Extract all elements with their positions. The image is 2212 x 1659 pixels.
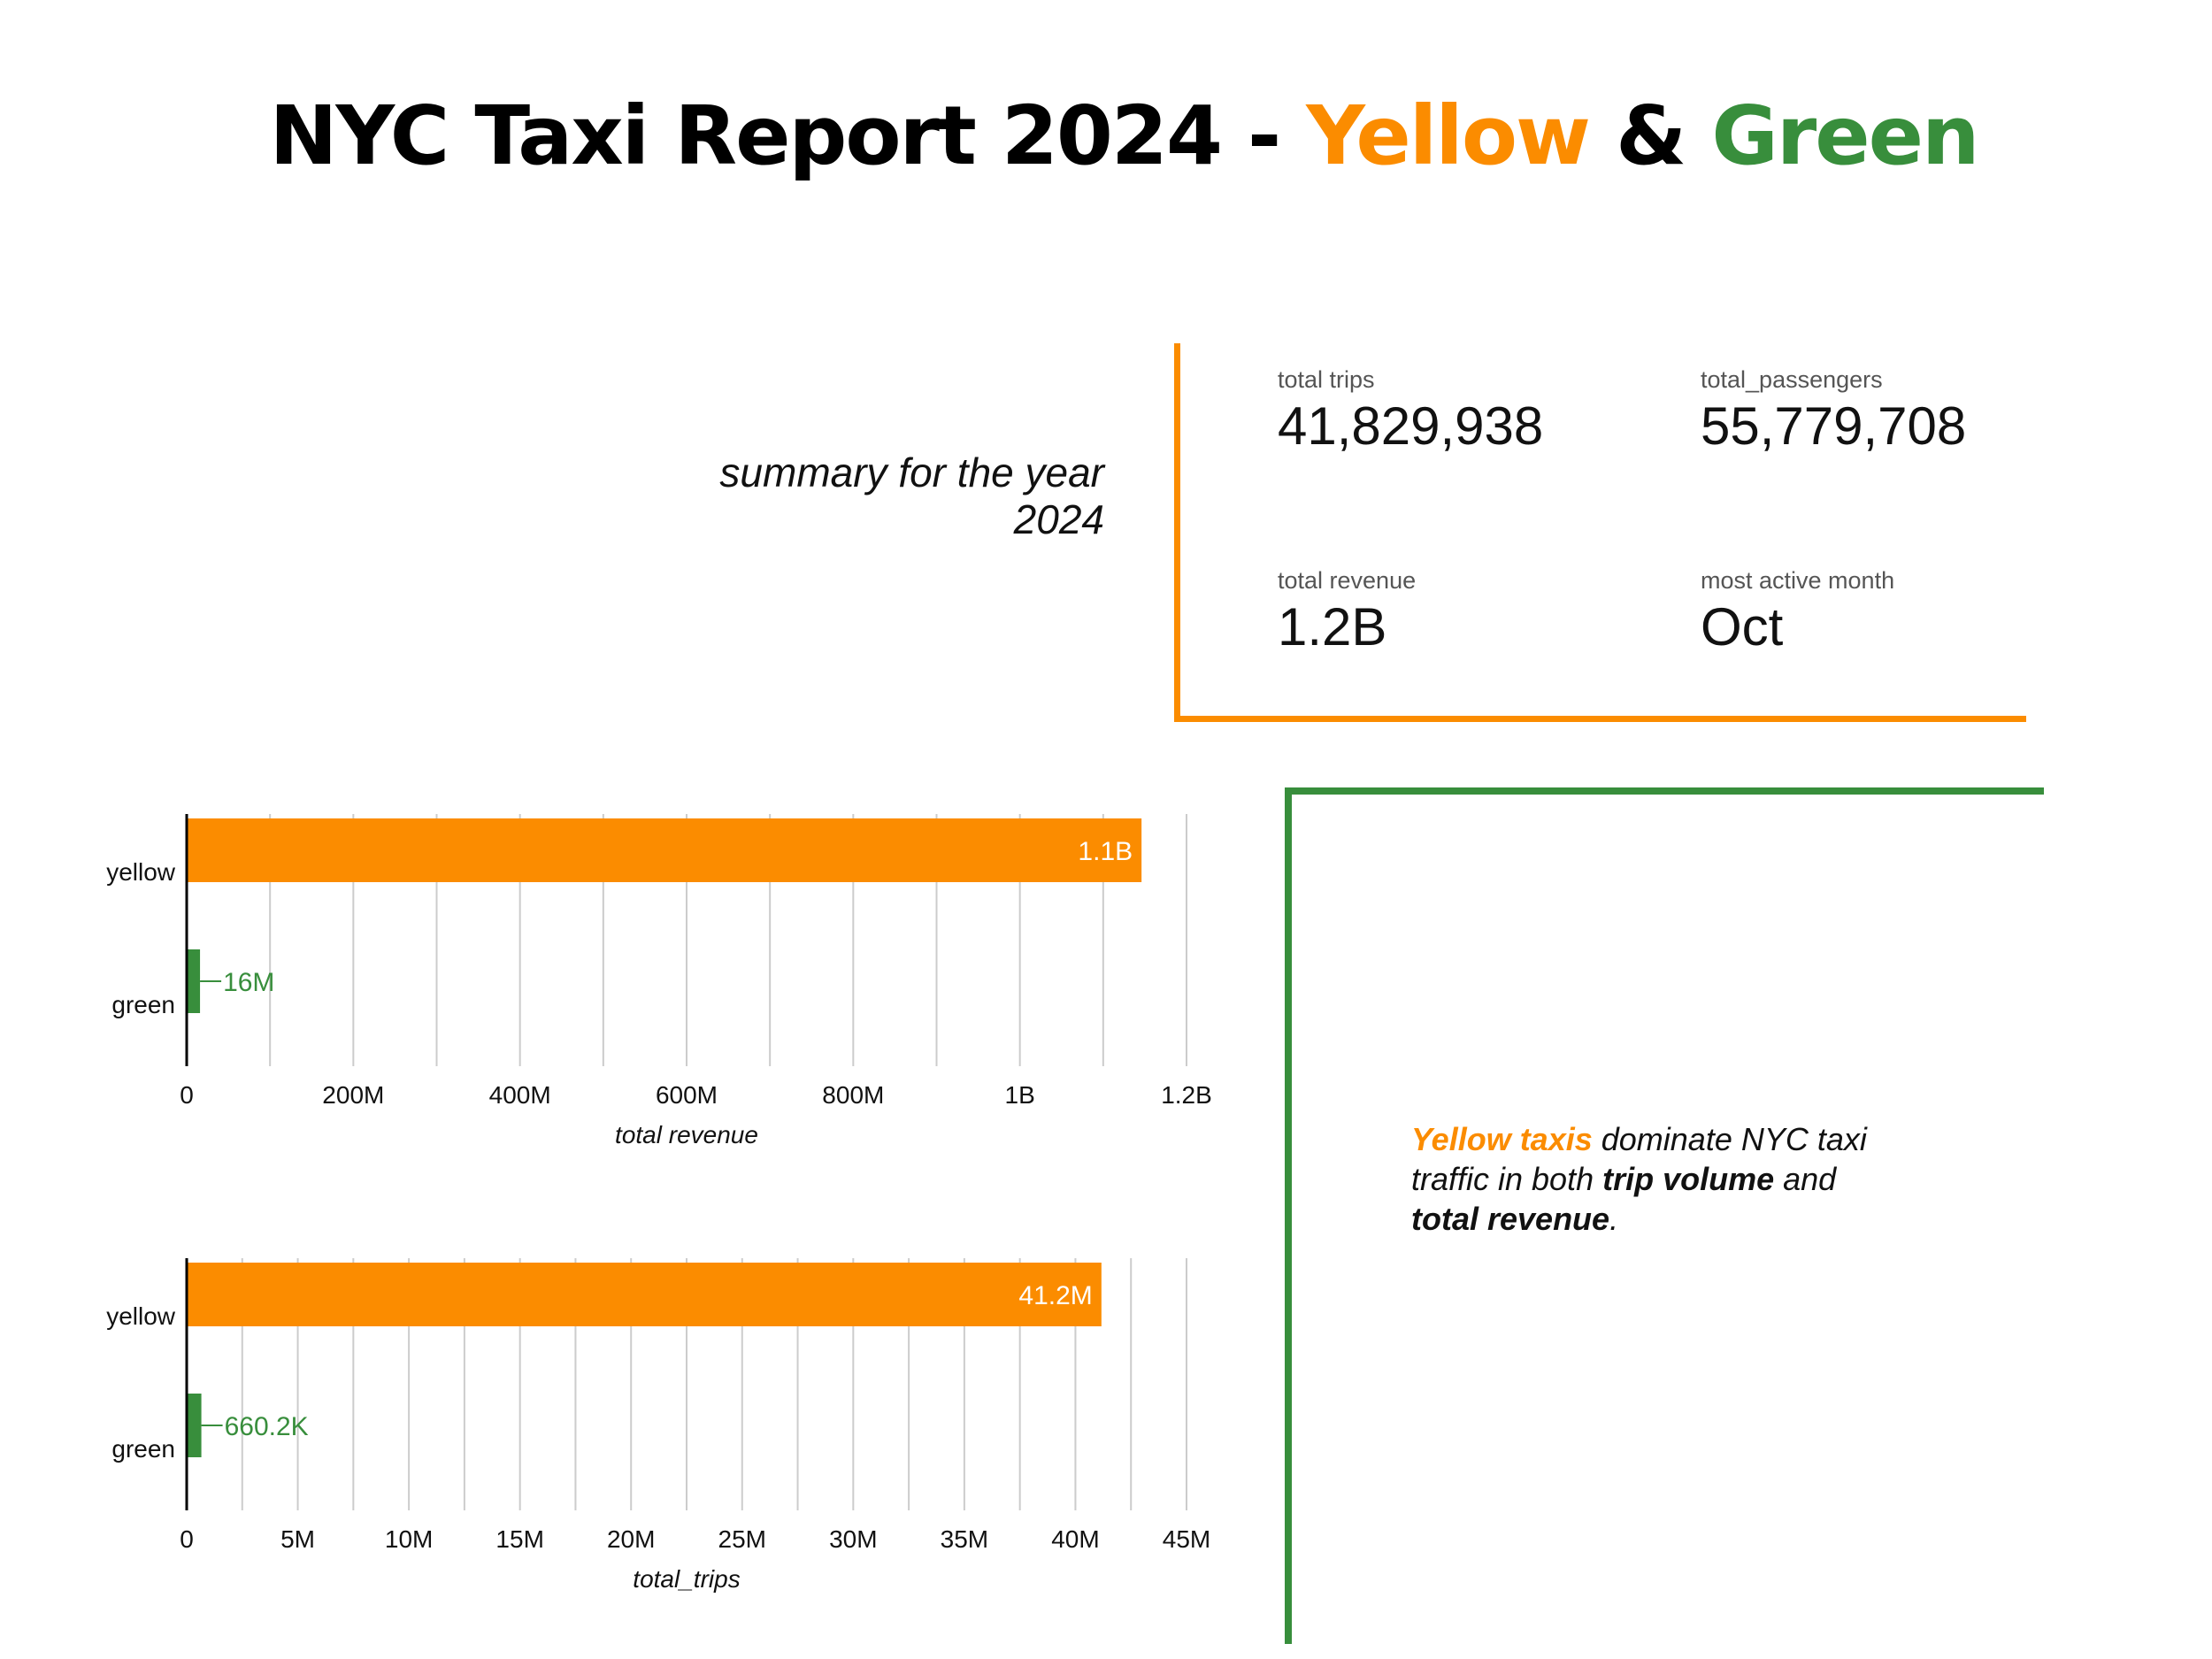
insight-text-2: and <box>1774 1161 1837 1197</box>
summary-subtitle: summary for the year 2024 <box>619 449 1104 543</box>
tick-label: 25M <box>718 1525 766 1553</box>
tick-label: 0 <box>180 1081 194 1109</box>
kpi-label: total_passengers <box>1701 366 1883 393</box>
kpi-label: total trips <box>1278 366 1375 393</box>
kpi-value: 55,779,708 <box>1701 396 1967 456</box>
tick-label: 1B <box>1005 1081 1035 1109</box>
insight-panel <box>1285 787 2044 1644</box>
data-label: 16M <box>223 968 274 997</box>
kpi-value: 1.2B <box>1278 597 1387 657</box>
trips-chart-svg: yellow green 41.2M 660.2K 0 5M 10M 15M 20M 25M 30M… <box>106 1258 1210 1593</box>
x-axis-title: total_trips <box>633 1565 740 1593</box>
kpi-total-revenue: total revenue 1.2B <box>1278 567 1416 657</box>
kpi-most-active-month: most active month Oct <box>1701 567 1894 657</box>
category-label: yellow <box>106 1302 176 1330</box>
title-yellow-word: Yellow <box>1306 88 1591 183</box>
tick-label: 200M <box>322 1081 384 1109</box>
subtitle-line-1: summary for the year <box>719 449 1104 495</box>
revenue-bar-chart: yellow green 1.1B 16M 0 200M 400M 600M 800M 1B 1.2… <box>88 801 1256 1208</box>
title-ampersand: & <box>1589 88 1712 183</box>
tick-label: 5M <box>280 1525 315 1553</box>
bar-yellow <box>187 1263 1102 1326</box>
x-axis-title: total revenue <box>615 1121 758 1148</box>
report-title: NYC Taxi Report 2024 - Yellow & Green <box>0 88 2212 183</box>
tick-label: 1.2B <box>1161 1081 1212 1109</box>
tick-label: 15M <box>495 1525 543 1553</box>
kpi-value: Oct <box>1701 597 1784 657</box>
tick-label: 400M <box>489 1081 551 1109</box>
category-label: green <box>111 991 175 1018</box>
tick-label: 600M <box>656 1081 718 1109</box>
insight-highlight: Yellow taxis <box>1411 1121 1593 1157</box>
kpi-label: total revenue <box>1278 567 1417 594</box>
revenue-chart-svg: yellow green 1.1B 16M 0 200M 400M 600M 800M 1B 1.2… <box>106 814 1212 1148</box>
title-green-word: Green <box>1711 88 1979 183</box>
bar-green <box>187 1394 202 1457</box>
kpi-value: 41,829,938 <box>1278 396 1544 456</box>
insight-text-3: . <box>1609 1201 1619 1237</box>
tick-label: 0 <box>180 1525 194 1553</box>
data-label: 41.2M <box>1018 1281 1092 1310</box>
kpi-total-passengers: total_passengers 55,779,708 <box>1701 366 1966 456</box>
trips-bar-chart: yellow green 41.2M 660.2K 0 5M 10M 15M 20M 25M 30M… <box>88 1245 1256 1652</box>
kpi-label: most active month <box>1701 567 1895 594</box>
insight-bold-total-revenue: total revenue <box>1411 1201 1610 1237</box>
tick-label: 35M <box>941 1525 988 1553</box>
kpi-total-trips: total trips 41,829,938 <box>1278 366 1543 456</box>
tick-label: 40M <box>1051 1525 1099 1553</box>
category-label: yellow <box>106 858 176 886</box>
insight-text-1: dominate NYC taxi traffic in both <box>1411 1121 1867 1197</box>
tick-label: 45M <box>1163 1525 1210 1553</box>
data-label: 660.2K <box>225 1412 309 1441</box>
subtitle-line-2: 2024 <box>1013 496 1104 542</box>
bar-yellow <box>187 818 1142 882</box>
tick-label: 30M <box>829 1525 877 1553</box>
kpi-summary-panel <box>1174 343 2026 722</box>
bar-green <box>187 949 201 1013</box>
tick-label: 10M <box>385 1525 433 1553</box>
title-main: NYC Taxi Report 2024 - <box>269 88 1307 183</box>
insight-bold-trip-volume: trip volume <box>1602 1161 1775 1197</box>
tick-label: 20M <box>607 1525 655 1553</box>
data-label: 1.1B <box>1078 837 1133 866</box>
category-label: green <box>111 1435 175 1463</box>
tick-label: 800M <box>822 1081 884 1109</box>
insight-text: Yellow taxis dominate NYC taxi traffic i… <box>1411 1119 1907 1239</box>
